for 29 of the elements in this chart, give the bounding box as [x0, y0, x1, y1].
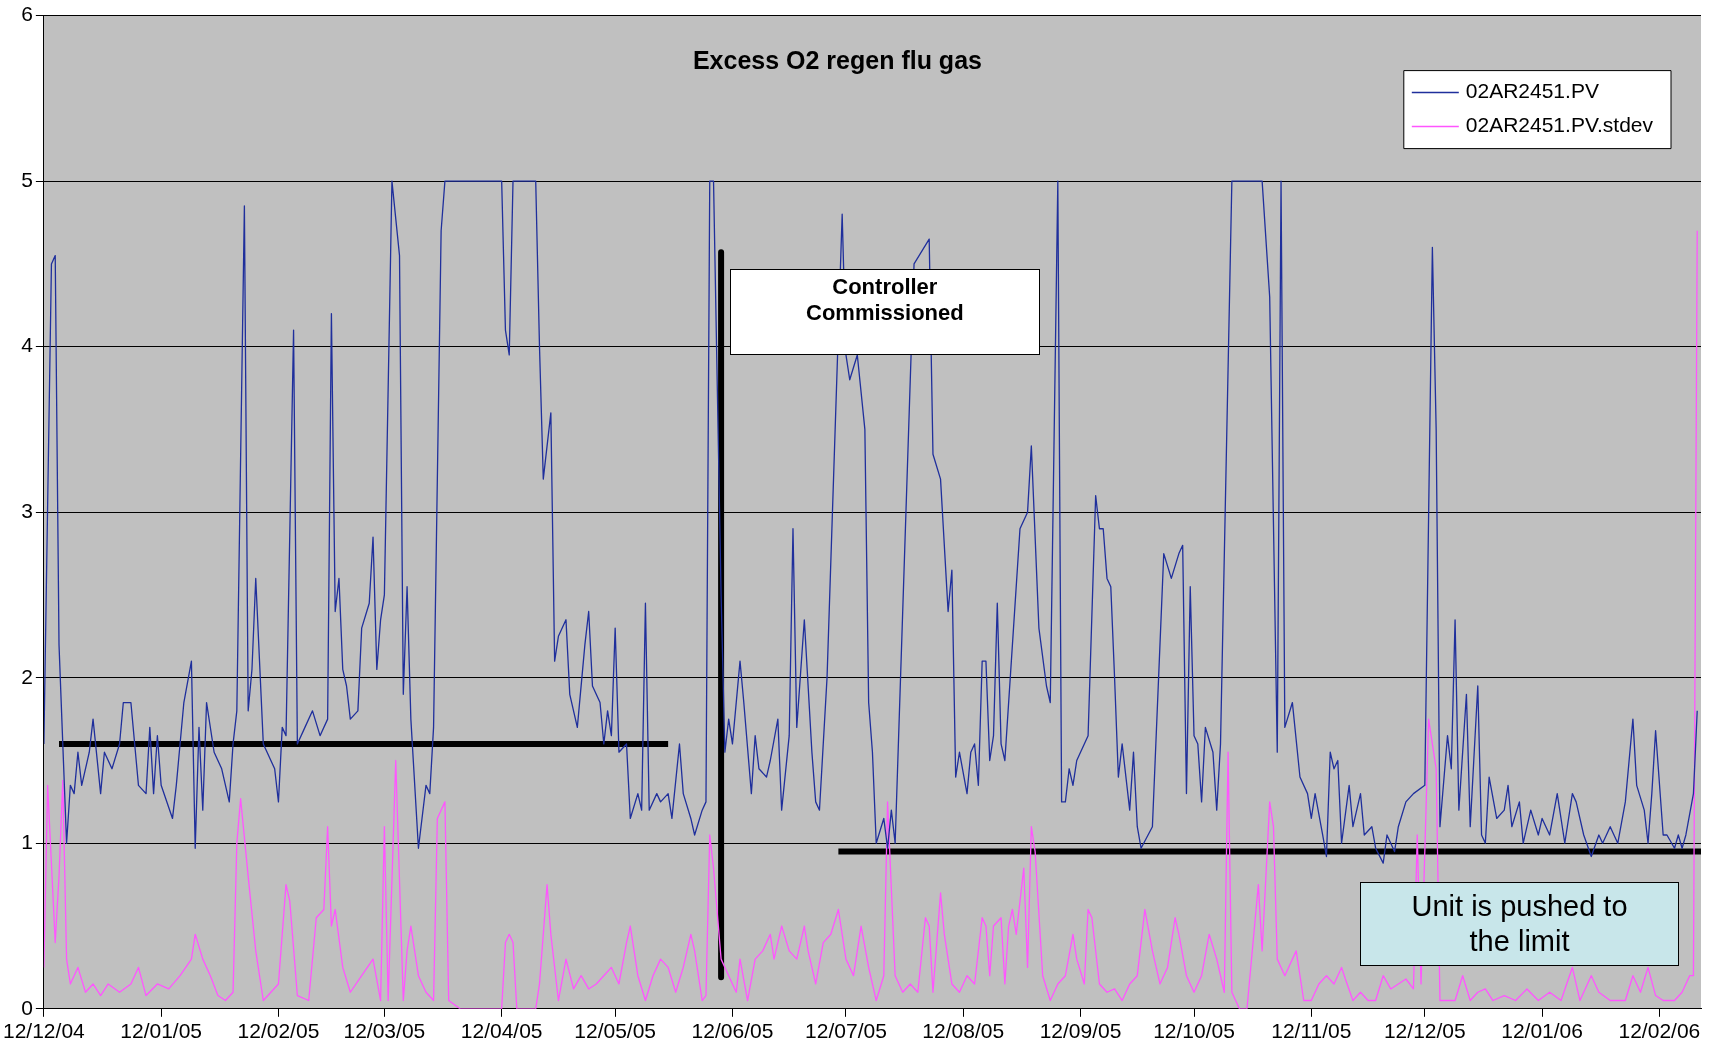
x-tick-label: 12/04/05 — [460, 1019, 543, 1043]
text-box: Controller Commissioned — [729, 268, 1040, 356]
annotation: Controller Commissioned — [805, 273, 965, 327]
x-tick-label: 12/12/05 — [1383, 1019, 1466, 1043]
x-tick-label: 12/12/04 — [3, 1019, 86, 1043]
annotation: Unit is pushed to the limit — [1410, 889, 1629, 959]
x-tick-label: 12/03/05 — [343, 1019, 426, 1043]
x-tick-label: 12/02/05 — [237, 1019, 320, 1043]
x-tick-label: 12/02/06 — [1618, 1019, 1701, 1043]
y-tick-label: 4 — [21, 333, 34, 357]
x-tick-label: 12/01/06 — [1501, 1019, 1583, 1043]
y-tick-label: 5 — [21, 167, 33, 191]
x-tick-label: 12/01/05 — [120, 1019, 203, 1043]
x-tick-label: 12/07/05 — [805, 1019, 887, 1043]
x-tick-label: 12/08/05 — [922, 1019, 1005, 1043]
text-box: Unit is pushed to the limit — [1359, 881, 1680, 967]
x-tick-label: 12/09/05 — [1039, 1019, 1122, 1043]
x-tick-label: 12/06/05 — [691, 1019, 774, 1043]
y-tick-label: 0 — [21, 995, 33, 1019]
y-tick-label: 6 — [21, 2, 33, 26]
y-tick-label: 1 — [21, 830, 33, 854]
legend-label: 02AR2451.PV — [1465, 79, 1599, 103]
x-tick-label: 12/10/05 — [1153, 1019, 1235, 1043]
x-tick-label: 12/05/05 — [574, 1019, 657, 1043]
y-tick-label: 2 — [21, 664, 33, 688]
y-tick-label: 3 — [21, 499, 33, 522]
legend-label: 02AR2451.PV.stdev — [1465, 113, 1654, 137]
x-tick-label: 12/11/05 — [1271, 1019, 1352, 1043]
text: Excess O2 regen flu gas — [692, 46, 982, 75]
